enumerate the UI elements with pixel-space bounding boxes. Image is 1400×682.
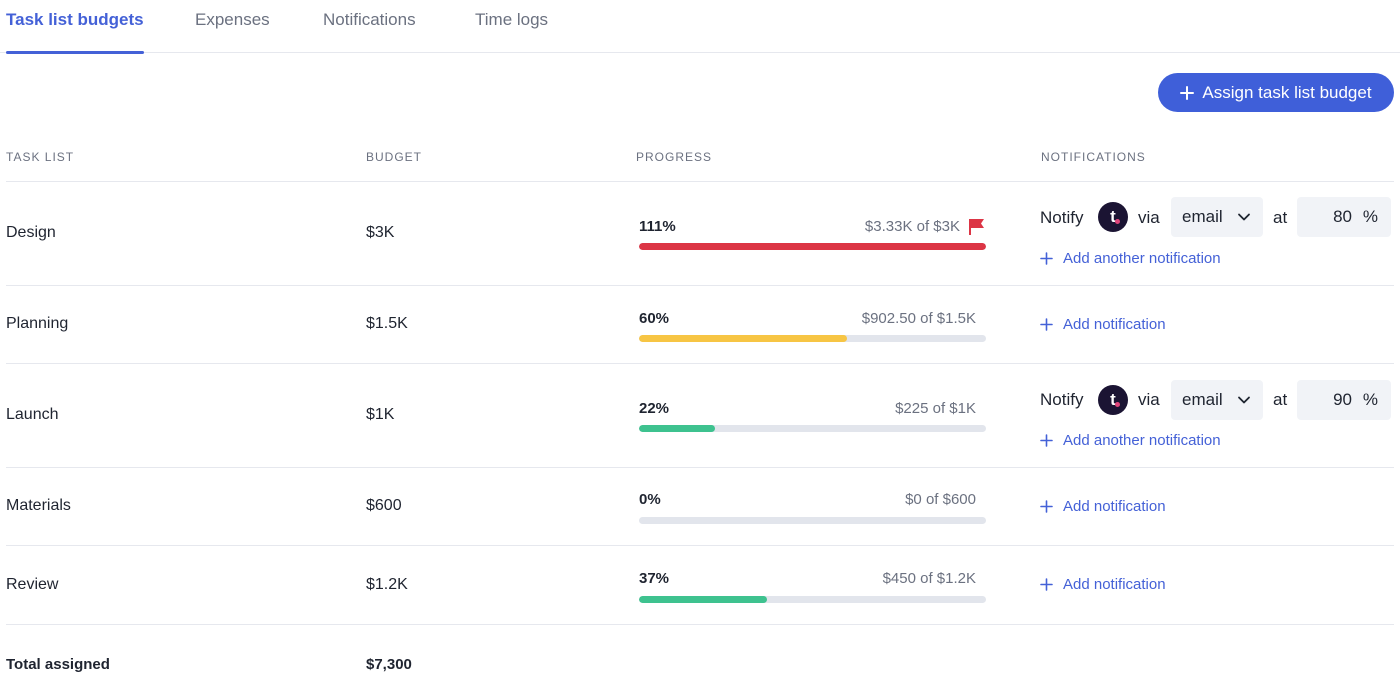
at-label: at (1273, 208, 1288, 227)
plus-icon (1040, 434, 1053, 447)
progress-percent: 60% (639, 310, 670, 327)
plus-icon (1040, 252, 1053, 265)
progress-amount: $0 of $600 (905, 491, 976, 508)
add-notification-link[interactable]: Add notification (1040, 498, 1166, 515)
avatar-letter: t (1110, 207, 1116, 226)
budget-value: $600 (366, 497, 402, 514)
threshold-field: % (1297, 197, 1391, 237)
budget-value: $1K (366, 406, 395, 423)
avatar-letter: t (1110, 390, 1116, 409)
via-label: via (1138, 390, 1160, 409)
add-notification-link[interactable]: Add notification (1040, 316, 1166, 333)
channel-select-value: email (1182, 207, 1223, 226)
progress-bar (639, 425, 986, 432)
threshold-field: % (1297, 380, 1391, 420)
budget-value: $1.5K (366, 315, 408, 332)
progress-bar-fill (639, 425, 716, 432)
progress-amount: $225 of $1K (895, 400, 976, 417)
budget-value: $1.2K (366, 576, 408, 593)
tab-time-logs[interactable]: Time logs (475, 10, 549, 29)
plus-icon (1040, 500, 1053, 513)
add-another-notification-link[interactable]: Add another notification (1040, 432, 1221, 449)
row-divider (6, 467, 1394, 468)
channel-select[interactable]: email (1171, 380, 1263, 420)
plus-icon (1040, 318, 1053, 331)
progress-bar (639, 596, 986, 603)
avatar: t (1098, 385, 1128, 415)
tab-notifications[interactable]: Notifications (323, 10, 416, 29)
via-label: via (1138, 208, 1160, 227)
column-header-budget: BUDGET (366, 150, 423, 164)
tab-task-list-budgets[interactable]: Task list budgets (6, 0, 144, 54)
row-divider (6, 181, 1394, 182)
budget-value: $3K (366, 224, 395, 241)
percent-sign: % (1362, 207, 1378, 226)
progress-percent: 111% (639, 218, 676, 235)
column-header-progress: PROGRESS (636, 150, 713, 164)
task-list-name: Planning (6, 315, 69, 332)
notify-label: Notify (1040, 208, 1084, 227)
progress-bar-fill (639, 596, 768, 603)
task-list-name: Review (6, 576, 59, 593)
add-notification-label: Add notification (1063, 316, 1166, 333)
add-notification-label: Add another notification (1063, 432, 1221, 449)
add-notification-link[interactable]: Add notification (1040, 576, 1166, 593)
task-list-name: Launch (6, 406, 59, 423)
row-divider (6, 624, 1394, 625)
column-header-task-list: TASK LIST (6, 150, 75, 164)
add-notification-label: Add notification (1063, 498, 1166, 515)
chevron-down-icon (1238, 396, 1250, 404)
progress-amount: $450 of $1.2K (882, 570, 976, 587)
avatar: t (1098, 202, 1128, 232)
row-divider (6, 545, 1394, 546)
progress-percent: 0% (639, 491, 661, 508)
progress-percent: 37% (639, 570, 670, 587)
assign-task-list-budget-button[interactable]: Assign task list budget (1158, 73, 1394, 112)
task-list-name: Materials (6, 497, 71, 514)
progress-bar (639, 243, 986, 250)
progress-bar (639, 335, 986, 342)
at-label: at (1273, 390, 1288, 409)
assign-button-label: Assign task list budget (1202, 82, 1372, 102)
tab-expenses[interactable]: Expenses (195, 10, 270, 29)
channel-select-value: email (1182, 390, 1223, 409)
total-assigned-value: $7,300 (366, 656, 412, 673)
add-another-notification-link[interactable]: Add another notification (1040, 250, 1221, 267)
plus-icon (1040, 578, 1053, 591)
add-notification-label: Add another notification (1063, 250, 1221, 267)
tab-bar: Task list budgets Expenses Notifications… (0, 0, 1400, 54)
flag-icon (969, 219, 984, 235)
row-divider (6, 363, 1394, 364)
plus-icon (1180, 85, 1195, 100)
percent-sign: % (1362, 390, 1378, 409)
threshold-input[interactable] (1297, 380, 1352, 420)
notify-label: Notify (1040, 390, 1084, 409)
total-assigned-label: Total assigned (6, 656, 110, 673)
task-list-name: Design (6, 224, 56, 241)
row-divider (6, 285, 1394, 286)
channel-select[interactable]: email (1171, 197, 1263, 237)
threshold-input[interactable] (1297, 197, 1352, 237)
progress-bar-fill (639, 335, 848, 342)
progress-percent: 22% (639, 400, 670, 417)
progress-bar-fill (639, 243, 986, 250)
add-notification-label: Add notification (1063, 576, 1166, 593)
column-header-notifications: NOTIFICATIONS (1041, 150, 1146, 164)
chevron-down-icon (1238, 213, 1250, 221)
progress-amount: $902.50 of $1.5K (861, 310, 976, 327)
progress-bar (639, 517, 986, 524)
progress-amount: $3.33K of $3K (864, 218, 960, 235)
